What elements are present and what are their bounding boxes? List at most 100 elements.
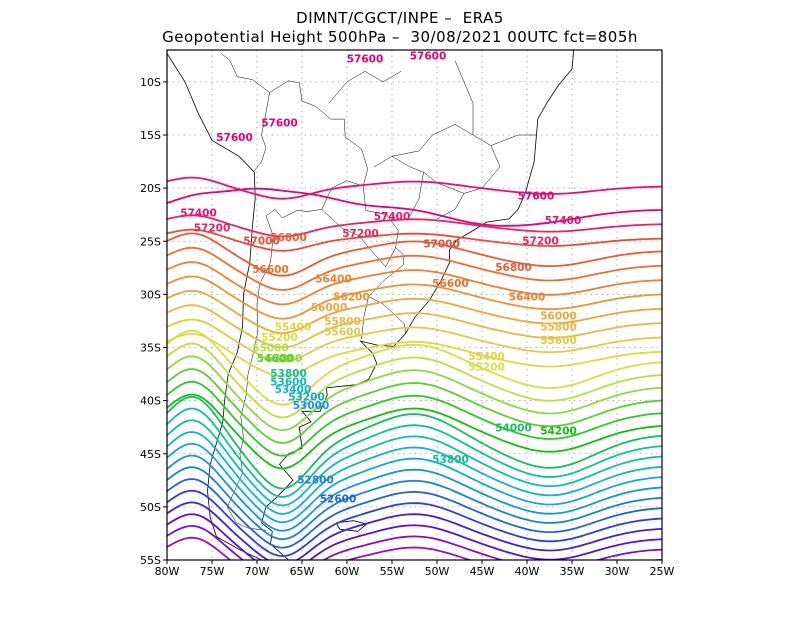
contour-label: 55200 xyxy=(468,362,505,374)
y-tick-label: 15S xyxy=(140,129,161,142)
contour-label: 53800 xyxy=(432,454,469,466)
contour-label: 54800 xyxy=(266,353,303,365)
contour-label: 52800 xyxy=(297,474,334,486)
contour-label: 57600 xyxy=(410,50,447,62)
y-tick-label: 45S xyxy=(140,448,161,461)
height-contours xyxy=(167,176,662,560)
contour-label: 55000 xyxy=(252,343,289,355)
contour-55600 xyxy=(167,318,662,363)
y-tick-label: 35S xyxy=(140,342,161,355)
contour-57400 xyxy=(167,176,662,200)
contour-label: 57200 xyxy=(342,228,379,240)
x-tick-label: 45W xyxy=(470,565,495,578)
y-tick-label: 20S xyxy=(140,182,161,195)
y-tick-label: 40S xyxy=(140,395,161,408)
contour-52000 xyxy=(167,513,662,560)
contour-52400 xyxy=(167,489,662,558)
south-america-coastline xyxy=(167,50,575,560)
contour-55800 xyxy=(167,304,662,349)
y-tick-label: 55S xyxy=(140,554,161,567)
map-title-line1: DIMNT/CGCT/INPE – ERA5 xyxy=(296,9,504,27)
contour-label: 57600 xyxy=(216,132,253,144)
contour-label: 57400 xyxy=(545,215,582,227)
y-tick-label: 25S xyxy=(140,235,161,248)
contour-label: 56200 xyxy=(333,292,370,304)
contour-label: 55600 xyxy=(540,335,577,347)
x-tick-label: 75W xyxy=(200,565,225,578)
contour-label: 57000 xyxy=(243,235,280,247)
map-title-line2: Geopotential Height 500hPa – 30/08/2021 … xyxy=(162,28,638,46)
contour-label: 56600 xyxy=(432,278,469,290)
contour-51600 xyxy=(167,536,662,560)
contour-label: 57200 xyxy=(522,235,559,247)
contour-51800 xyxy=(167,525,662,560)
contour-label: 54000 xyxy=(495,422,532,434)
falkland-islands xyxy=(335,520,368,532)
contour-label: 52600 xyxy=(320,493,357,505)
contour-label: 57000 xyxy=(423,238,460,250)
contour-54800 xyxy=(167,355,662,432)
contour-53800 xyxy=(167,407,662,498)
country-border xyxy=(373,124,501,194)
contour-label: 53600 xyxy=(270,377,307,389)
x-tick-label: 80W xyxy=(155,565,180,578)
contour-53400 xyxy=(167,431,662,515)
contour-57600 xyxy=(167,187,662,227)
contour-54000 xyxy=(167,395,662,490)
country-border xyxy=(265,80,368,219)
contour-label: 55200 xyxy=(261,332,298,344)
axis-ticks: 80W 75W 70W 65W 60W 55W 50W 45W 40W 35W 30W 25W 10S 1… xyxy=(140,76,675,578)
contour-57200 xyxy=(167,214,662,238)
contour-label: 56000 xyxy=(540,311,577,323)
contour-54200 xyxy=(167,393,662,470)
contour-52200 xyxy=(167,501,662,560)
x-tick-label: 60W xyxy=(335,565,360,578)
x-tick-label: 25W xyxy=(650,565,675,578)
contour-54400 xyxy=(167,380,662,457)
x-tick-label: 50W xyxy=(425,565,450,578)
contour-label: 55400 xyxy=(275,321,312,333)
contour-label: 56400 xyxy=(509,292,546,304)
contour-label: 56000 xyxy=(311,302,348,314)
country-border xyxy=(361,296,369,340)
contour-label: 54600 xyxy=(257,353,294,365)
contour-52800 xyxy=(167,466,662,541)
x-tick-label: 35W xyxy=(560,565,585,578)
contour-label: 55400 xyxy=(468,351,505,363)
contour-56000 xyxy=(167,289,662,335)
contour-56800 xyxy=(167,232,662,277)
country-border xyxy=(454,60,474,135)
contour-label: 55600 xyxy=(324,327,361,339)
contour-label: 57400 xyxy=(180,208,217,220)
x-tick-label: 65W xyxy=(290,565,315,578)
country-border xyxy=(328,71,402,104)
x-tick-label: 40W xyxy=(515,565,540,578)
x-tick-label: 30W xyxy=(605,565,630,578)
contour-53600 xyxy=(167,419,662,507)
contour-label: 55800 xyxy=(540,321,577,333)
contour-label: 57200 xyxy=(194,223,231,235)
contour-label: 53200 xyxy=(288,391,325,403)
x-tick-label: 55W xyxy=(380,565,405,578)
country-border xyxy=(490,134,536,146)
contour-56200 xyxy=(167,275,662,320)
contour-label: 54200 xyxy=(540,425,577,437)
contour-55000 xyxy=(167,342,662,419)
contour-53000 xyxy=(167,454,662,532)
contour-54600 xyxy=(167,368,662,444)
contour-56400 xyxy=(167,261,662,306)
x-tick-label: 70W xyxy=(245,565,270,578)
contour-label: 56800 xyxy=(270,232,307,244)
contour-label: 57600 xyxy=(518,191,555,203)
contour-labels: 57600 57600 57600 57600 57600 57400 57400 57400… xyxy=(180,50,581,505)
contour-label: 57600 xyxy=(261,117,298,129)
contour-label: 53400 xyxy=(275,384,312,396)
contour-label: 53800 xyxy=(270,368,307,380)
contour-53200 xyxy=(167,442,662,524)
contour-label: 55800 xyxy=(324,316,361,328)
contour-label: 56800 xyxy=(495,262,532,274)
contour-label: 56600 xyxy=(252,264,289,276)
contour-label: 57400 xyxy=(374,211,411,223)
contour-56600 xyxy=(167,246,662,291)
